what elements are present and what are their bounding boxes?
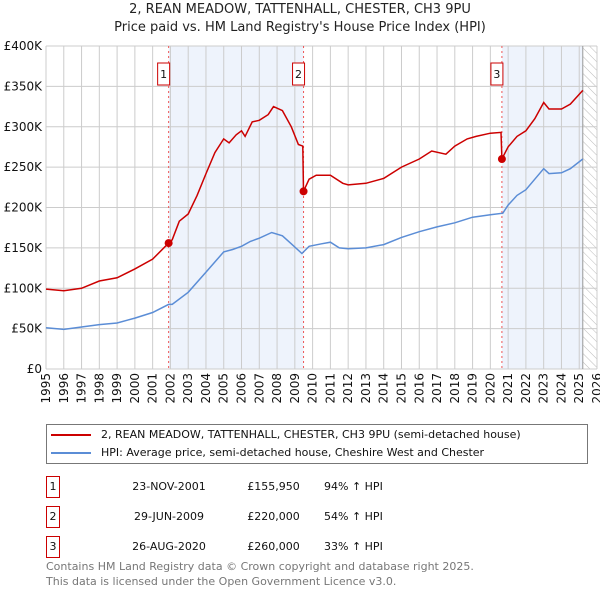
- x-tick-label: 2017: [430, 373, 444, 404]
- transaction-price: £260,000: [247, 540, 300, 553]
- transaction-price: £220,000: [247, 510, 300, 523]
- sale-label-box: [490, 62, 504, 86]
- sale-label: 2: [295, 68, 302, 81]
- y-tick-label: £300K: [4, 120, 44, 134]
- x-tick-label: 2008: [270, 373, 284, 404]
- legend-swatch-blue: [51, 451, 91, 454]
- footer-copyright: Contains HM Land Registry data © Crown c…: [46, 560, 474, 573]
- x-tick-label: 2019: [466, 373, 480, 404]
- x-tick-label: 2001: [146, 373, 160, 404]
- sale-label-box: [292, 62, 306, 86]
- x-tick-label: 2010: [306, 373, 320, 404]
- sale-label: 1: [160, 68, 167, 81]
- x-tick-label: 2022: [519, 373, 533, 404]
- x-tick-label: 2021: [501, 373, 515, 404]
- y-tick-label: £350K: [4, 79, 44, 93]
- transaction-number: 3: [46, 536, 60, 558]
- price-chart: 1995 1996 1997 1998 1999 2000 2001 2002 2003 2004…: [4, 39, 600, 404]
- y-tick-label: £200K: [4, 201, 44, 215]
- x-tick-label: 2009: [288, 373, 302, 404]
- legend-item-property: 2, REAN MEADOW, TATTENHALL, CHESTER, CH3…: [51, 426, 521, 443]
- transaction-hpi: 94% ↑ HPI: [324, 480, 383, 493]
- x-tick-label: 2002: [163, 373, 177, 404]
- sale-label-box: [157, 62, 171, 86]
- x-tick-label: 2011: [323, 373, 337, 404]
- x-tick-label: 1996: [57, 373, 71, 404]
- transaction-number: 2: [46, 506, 60, 528]
- transaction-date: 23-NOV-2001: [132, 480, 206, 493]
- x-tick-label: 2005: [217, 373, 231, 404]
- x-tick-label: 1997: [75, 373, 89, 404]
- x-tick-label: 2018: [448, 373, 462, 404]
- x-tick-label: 2003: [181, 373, 195, 404]
- legend-item-hpi: HPI: Average price, semi-detached house,…: [51, 444, 484, 461]
- legend: 2, REAN MEADOW, TATTENHALL, CHESTER, CH3…: [46, 424, 588, 464]
- x-tick-label: 2013: [359, 373, 373, 404]
- y-tick-label: £100K: [4, 281, 44, 295]
- x-tick-label: 2014: [377, 373, 391, 404]
- x-tick-label: 2025: [572, 373, 586, 404]
- y-tick-label: £0: [27, 362, 42, 376]
- y-tick-label: £50K: [11, 322, 43, 336]
- x-tick-label: 2012: [341, 373, 355, 404]
- hpi-line: [45, 158, 584, 331]
- transaction-hpi: 33% ↑ HPI: [324, 540, 383, 553]
- x-tick-label: 2000: [128, 373, 142, 404]
- x-tick-label: 2006: [235, 373, 249, 404]
- transaction-number: 1: [46, 476, 60, 498]
- transaction-hpi: 54% ↑ HPI: [324, 510, 383, 523]
- sale-point: [164, 239, 173, 248]
- transaction-date: 26-AUG-2020: [132, 540, 206, 553]
- footer-licence: This data is licensed under the Open Gov…: [46, 575, 397, 588]
- transaction-date: 29-JUN-2009: [133, 510, 205, 523]
- x-tick-label: 2024: [554, 373, 568, 404]
- x-tick-label: 2015: [394, 373, 408, 404]
- chart-title: 2, REAN MEADOW, TATTENHALL, CHESTER, CH3…: [129, 2, 471, 17]
- legend-label-property: 2, REAN MEADOW, TATTENHALL, CHESTER, CH3…: [101, 428, 521, 441]
- x-tick-label: 2004: [199, 373, 213, 404]
- sale-point: [497, 155, 506, 164]
- sale-point: [299, 187, 308, 196]
- sale-label: 3: [493, 68, 500, 81]
- y-tick-label: £400K: [4, 39, 44, 53]
- x-tick-label: 2016: [412, 373, 426, 404]
- x-tick-label: 2023: [537, 373, 551, 404]
- x-tick-label: 2026: [590, 373, 600, 404]
- x-tick-label: 2020: [483, 373, 497, 404]
- legend-label-hpi: HPI: Average price, semi-detached house,…: [101, 446, 485, 459]
- chart-subtitle: Price paid vs. HM Land Registry's House …: [114, 20, 486, 35]
- x-tick-label: 2007: [252, 373, 266, 404]
- x-tick-label: 1998: [92, 373, 106, 404]
- x-tick-label: 1995: [39, 373, 53, 404]
- legend-swatch-red: [51, 433, 91, 436]
- x-tick-label: 1999: [110, 373, 124, 404]
- transaction-price: £155,950: [247, 480, 300, 493]
- y-tick-label: £250K: [4, 160, 44, 174]
- y-tick-label: £150K: [4, 241, 44, 255]
